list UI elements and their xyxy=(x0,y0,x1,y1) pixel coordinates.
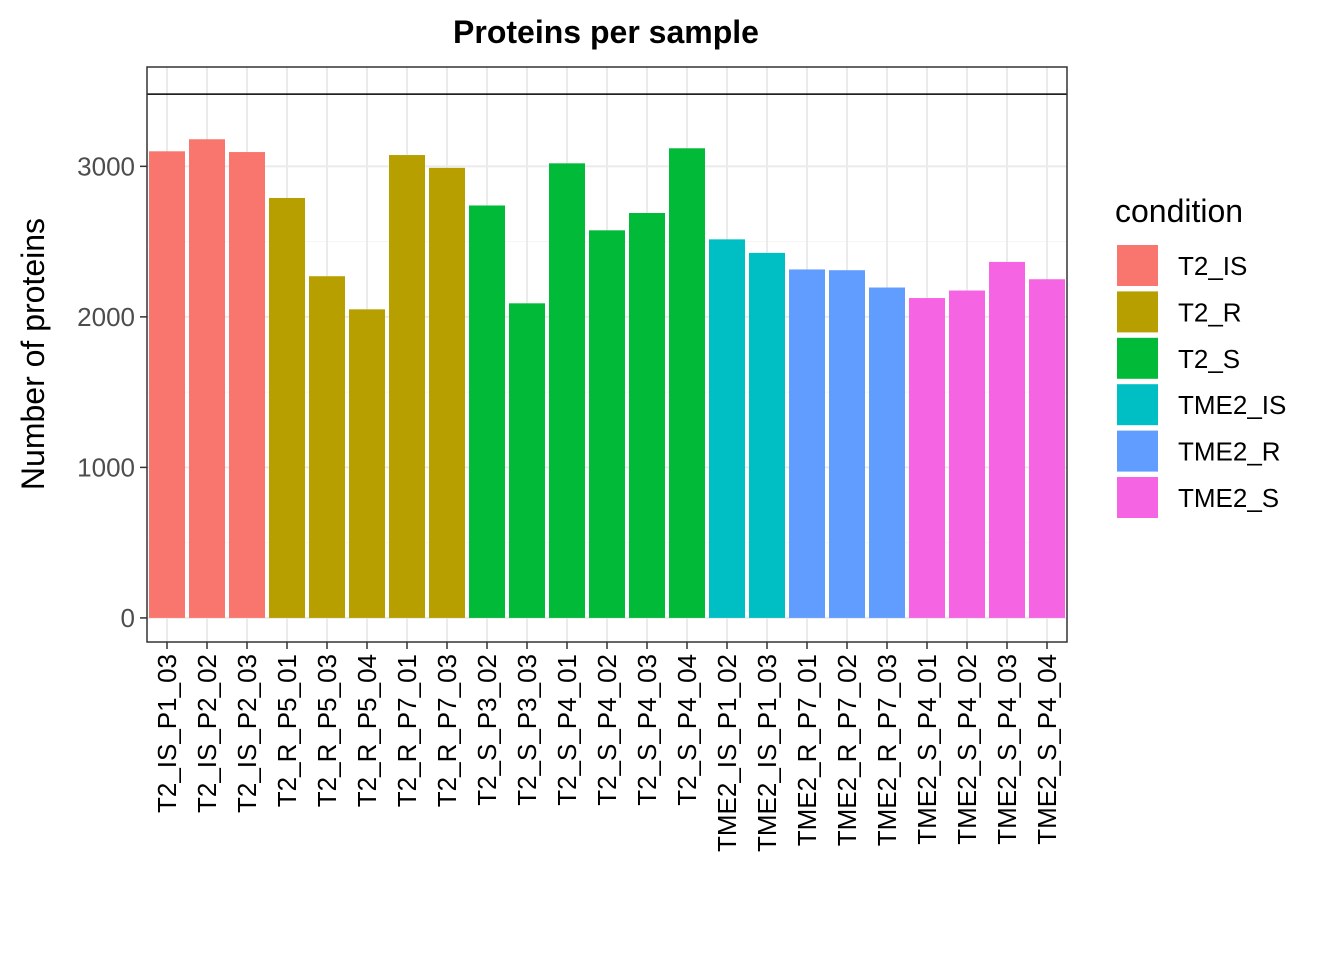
x-tick-label: T2_R_P5_01 xyxy=(272,654,302,807)
bars-group xyxy=(149,139,1065,618)
bar-t2-is-p2-02 xyxy=(189,139,225,618)
x-tick-label: T2_IS_P2_03 xyxy=(232,654,262,813)
x-tick-label: T2_S_P4_04 xyxy=(672,654,702,806)
bar-t2-s-p4-03 xyxy=(629,213,665,618)
legend-label: T2_IS xyxy=(1178,251,1247,281)
y-tick-label: 2000 xyxy=(77,302,135,332)
legend-key-tme2-r xyxy=(1117,430,1158,472)
x-tick-label: TME2_S_P4_01 xyxy=(912,654,942,845)
bar-t2-s-p4-02 xyxy=(589,230,625,618)
x-tick-label: T2_R_P5_04 xyxy=(352,654,382,807)
bar-tme2-r-p7-02 xyxy=(829,270,865,618)
x-tick-label: TME2_R_P7_03 xyxy=(872,654,902,846)
bar-t2-is-p2-03 xyxy=(229,152,265,618)
bar-t2-r-p5-04 xyxy=(349,309,385,618)
legend-label: T2_S xyxy=(1178,344,1240,374)
legend-label: TME2_IS xyxy=(1178,390,1286,420)
x-tick-label: TME2_IS_P1_03 xyxy=(752,654,782,852)
legend-key-tme2-s xyxy=(1117,477,1158,518)
bar-tme2-r-p7-01 xyxy=(789,269,825,618)
chart-title: Proteins per sample xyxy=(453,14,759,50)
bar-t2-s-p4-01 xyxy=(549,163,585,618)
x-axis: T2_IS_P1_03 T2_IS_P2_02 T2_IS_P2_03 T2_R_P5… xyxy=(152,642,1062,852)
y-tick-label: 3000 xyxy=(77,151,135,181)
bar-tme2-s-p4-04 xyxy=(1029,279,1065,618)
x-tick-label: T2_S_P4_03 xyxy=(632,654,662,806)
bar-t2-s-p4-04 xyxy=(669,148,705,618)
bar-tme2-s-p4-03 xyxy=(989,261,1025,618)
legend-label: T2_R xyxy=(1178,297,1242,327)
bar-tme2-r-p7-03 xyxy=(869,287,905,618)
x-tick-label: T2_S_P3_02 xyxy=(472,654,502,806)
legend-title: condition xyxy=(1115,193,1243,229)
bar-tme2-is-p1-03 xyxy=(749,252,785,618)
x-tick-label: T2_S_P4_01 xyxy=(552,654,582,806)
bar-tme2-is-p1-02 xyxy=(709,239,745,618)
legend-key-t2-s xyxy=(1117,337,1158,379)
bar-t2-r-p5-01 xyxy=(269,197,305,618)
x-tick-label: TME2_R_P7_01 xyxy=(792,654,822,846)
x-tick-label: T2_IS_P1_03 xyxy=(152,654,182,813)
bar-tme2-s-p4-01 xyxy=(909,298,945,618)
x-tick-label: TME2_S_P4_03 xyxy=(992,654,1022,845)
legend-label: TME2_S xyxy=(1178,483,1279,513)
bar-t2-is-p1-03 xyxy=(149,151,185,618)
bar-t2-r-p7-01 xyxy=(389,155,425,618)
x-tick-label: TME2_S_P4_02 xyxy=(952,654,982,845)
x-tick-label: TME2_IS_P1_02 xyxy=(712,654,742,852)
x-tick-label: T2_S_P3_03 xyxy=(512,654,542,806)
x-tick-label: TME2_S_P4_04 xyxy=(1032,654,1062,845)
x-tick-label: T2_R_P7_03 xyxy=(432,654,462,807)
x-tick-label: T2_S_P4_02 xyxy=(592,654,622,806)
bar-t2-r-p7-03 xyxy=(429,167,465,618)
y-tick-label: 1000 xyxy=(77,452,135,482)
legend-label: TME2_R xyxy=(1178,437,1281,467)
y-tick-label: 0 xyxy=(121,603,135,633)
y-axis: 0 1000 2000 3000 xyxy=(77,151,147,633)
x-tick-label: T2_R_P7_01 xyxy=(392,654,422,807)
bar-t2-s-p3-02 xyxy=(469,205,505,618)
x-tick-label: TME2_R_P7_02 xyxy=(832,654,862,846)
x-tick-label: T2_R_P5_03 xyxy=(312,654,342,807)
x-tick-label: T2_IS_P2_02 xyxy=(192,654,222,813)
legend: condition T2_IS T2_R T2_S TME2_IS TME2_R TME2… xyxy=(1115,193,1286,518)
bar-t2-s-p3-03 xyxy=(509,303,545,618)
legend-key-t2-is xyxy=(1117,245,1158,286)
bar-tme2-s-p4-02 xyxy=(949,290,985,618)
legend-key-tme2-is xyxy=(1117,384,1158,426)
bar-t2-r-p5-03 xyxy=(309,276,345,618)
y-axis-label: Number of proteins xyxy=(15,218,51,490)
legend-key-t2-r xyxy=(1117,291,1158,333)
